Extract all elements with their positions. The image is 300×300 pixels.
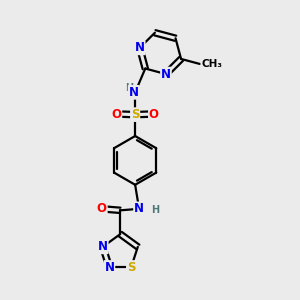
Text: CH₃: CH₃ [201, 59, 222, 69]
Text: O: O [97, 202, 107, 215]
Text: N: N [161, 68, 171, 81]
Text: O: O [149, 107, 159, 121]
Text: S: S [131, 108, 140, 121]
Text: N: N [129, 86, 139, 99]
Text: H: H [125, 83, 133, 93]
Text: O: O [111, 107, 122, 121]
Text: H: H [151, 205, 159, 215]
Text: N: N [104, 261, 114, 274]
Text: N: N [135, 41, 145, 54]
Text: N: N [98, 240, 108, 253]
Text: S: S [127, 261, 135, 274]
Text: N: N [134, 202, 144, 215]
